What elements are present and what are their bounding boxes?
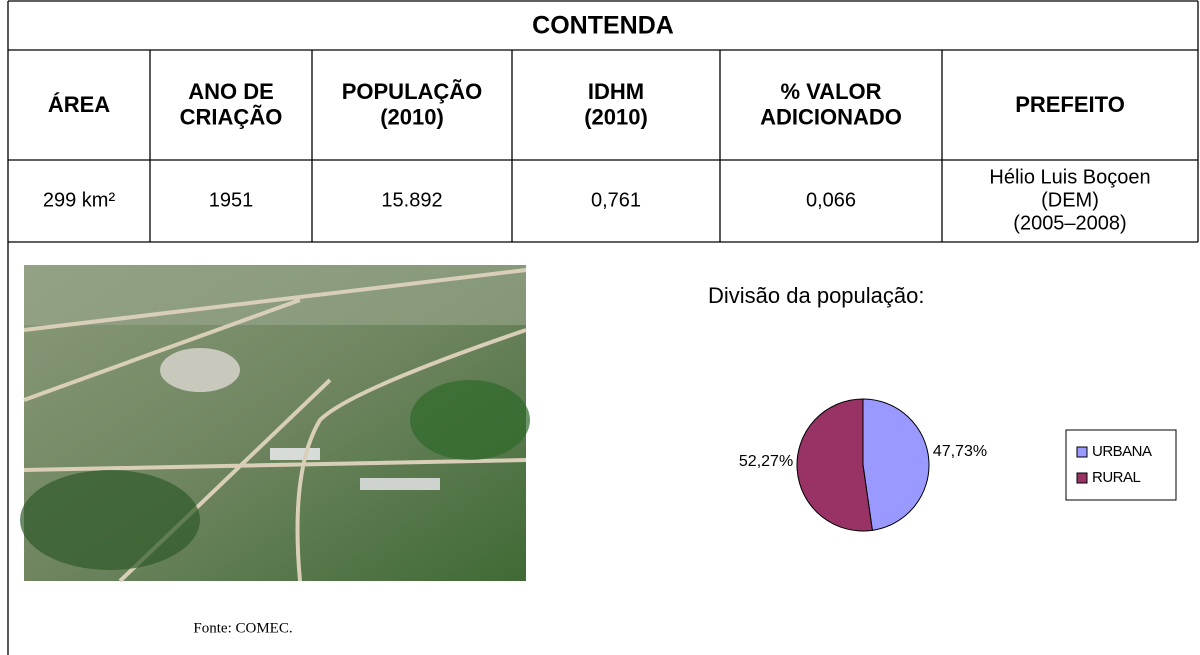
table-title: CONTENDA: [532, 12, 674, 40]
pie-slice: [862, 398, 930, 531]
column-header: IDHM: [588, 79, 644, 104]
legend-label: URBANA: [1092, 443, 1152, 460]
photo: [20, 265, 530, 583]
column-header: ANO DE: [188, 79, 274, 104]
table-cell: (2005–2008): [1013, 212, 1126, 234]
column-header: ÁREA: [48, 92, 110, 117]
slice-label: 47,73%: [933, 443, 987, 460]
table-cell: 0,761: [591, 189, 641, 211]
legend-swatch: [1076, 446, 1088, 458]
column-header: % VALOR: [780, 79, 881, 104]
column-header: (2010): [380, 104, 444, 129]
table-cell: 0,066: [806, 189, 856, 211]
table-cell: 299 km²: [43, 189, 116, 211]
column-header: PREFEITO: [1015, 92, 1125, 117]
column-header: ADICIONADO: [760, 104, 902, 129]
table-cell: Hélio Luis Boçoen: [989, 166, 1150, 188]
table-lines: [7, 0, 1199, 655]
table-cell: 1951: [209, 189, 254, 211]
pie-slice: [796, 398, 873, 532]
legend-swatch: [1076, 472, 1088, 484]
column-header: POPULAÇÃO: [342, 79, 483, 104]
table-cell: (DEM): [1041, 189, 1099, 211]
table-cell: 15.892: [381, 189, 442, 211]
legend-box: [1065, 429, 1177, 501]
slice-label: 52,27%: [739, 453, 793, 470]
column-header: CRIAÇÃO: [180, 104, 283, 129]
legend-label: RURAL: [1092, 469, 1141, 486]
column-header: (2010): [584, 104, 648, 129]
chart-title: Divisão da população:: [708, 283, 924, 308]
photo-caption: Fonte: COMEC.: [193, 620, 292, 636]
